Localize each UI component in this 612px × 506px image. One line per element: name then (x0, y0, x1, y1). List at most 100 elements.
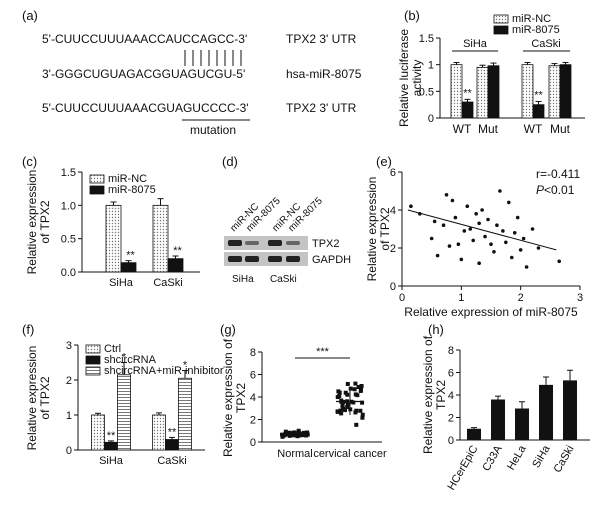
mutation-label: mutation (190, 123, 236, 137)
chart-e-y-tick-label: 4 (390, 205, 396, 217)
chart-g-point (295, 434, 300, 439)
chart-g-point (359, 384, 364, 389)
chart-f-x-tick-label: SiHa (99, 455, 124, 467)
chart-e-point (536, 246, 541, 250)
chart-b-luciferase: 0 0.5 1 1.5 Relative luciferase activity WT Mut… (397, 13, 585, 136)
chart-b-significance: ** (463, 87, 472, 99)
chart-e-annotation: r=-0.411 (536, 167, 580, 181)
chart-b-x-tick-label: WT (453, 122, 472, 136)
chart-e-point (471, 238, 476, 243)
chart-c-tpx2-expression: 0.0 0.5 1.0 1.5 Relative expression of TPX2 Si… (25, 167, 200, 289)
chart-g-point (345, 381, 350, 386)
chart-g-y-tick-label: 6 (250, 370, 256, 382)
chart-e-trend-line (407, 209, 557, 251)
chart-b-bar (559, 64, 572, 119)
chart-b-y-axis-label: activity (410, 60, 424, 97)
chart-g-point (286, 430, 291, 435)
chart-h-bar (515, 408, 529, 440)
band-label-gapdh: GAPDH (312, 254, 351, 266)
chart-g-point (296, 428, 301, 433)
chart-g-point (360, 412, 365, 417)
chart-g-y-tick-label: 0 (250, 437, 256, 449)
chart-e-point (504, 240, 508, 245)
chart-g-point (348, 386, 353, 391)
chart-b-group-label: SiHa (463, 38, 488, 50)
chart-c-y-tick-label: 0.5 (61, 234, 76, 246)
chart-e-annotation: P<0.01 (536, 183, 575, 197)
chart-c-y-axis-label: Relative expression (25, 170, 39, 275)
chart-f-bar (152, 414, 166, 451)
chart-h-bar (467, 428, 481, 440)
band-tpx2-2 (245, 241, 259, 245)
chart-b-significance: ** (534, 89, 543, 101)
chart-e-point (501, 229, 505, 233)
chart-c-x-tick-label: SiHa (109, 277, 134, 289)
chart-h-y-tick-label: 6 (448, 368, 454, 380)
chart-f-legend-label: Ctrl (104, 343, 121, 355)
chart-c-legend-swatch (89, 174, 105, 184)
chart-e-point (477, 221, 481, 226)
chart-b-bar (487, 65, 500, 119)
chart-c-bar (152, 204, 169, 273)
chart-g-point (280, 434, 285, 439)
base-pairing-lines (184, 50, 242, 66)
chart-g-point (359, 387, 364, 392)
chart-g-point (340, 403, 345, 408)
chart-f-y-axis-label: Relative expression (25, 346, 39, 451)
chart-g-point (353, 381, 358, 386)
chart-e-y-tick-label: 6 (390, 167, 396, 179)
chart-b-y-tick-label: 1 (428, 60, 434, 72)
chart-e-y-axis-label: Relative expression (365, 177, 379, 282)
chart-b-group-label: CaSki (531, 38, 560, 50)
chart-h-x-tick-label: HCerEpiC (445, 443, 480, 492)
chart-e-x-tick-label: 1 (458, 292, 464, 304)
seq-mir: 3'-GGGCUGUAGACGGUAGUCGU-5' (42, 67, 245, 81)
chart-e-point (557, 259, 562, 264)
band-label-tpx2: TPX2 (312, 238, 340, 250)
chart-f-y-tick-label: 1 (66, 410, 72, 422)
chart-e-point (495, 223, 499, 227)
chart-g-y-tick-label: 4 (250, 392, 256, 404)
chart-g-point (281, 432, 286, 437)
chart-b-bar (450, 64, 463, 119)
band-gapdh-2 (245, 256, 259, 262)
chart-g-point (292, 433, 297, 438)
chart-b-bar (476, 66, 489, 119)
chart-h-y-tick-label: 8 (448, 345, 454, 357)
chart-b-bar (532, 104, 545, 119)
chart-f-significance: ** (168, 426, 177, 438)
chart-f-x-tick-label: CaSki (157, 455, 186, 467)
chart-h-y-axis-label: TPX2 (434, 380, 448, 410)
chart-f-y-tick-label: 0 (66, 445, 72, 457)
panel-label-a: (a) (22, 8, 38, 23)
panel-label-g: (g) (220, 322, 236, 337)
chart-b-bar (521, 64, 534, 119)
chart-b-bar (461, 101, 474, 119)
chart-f-bar (91, 414, 105, 451)
chart-c-bar (167, 258, 184, 273)
chart-f-legend-label: shcircRNA (104, 354, 157, 366)
chart-g-point (338, 408, 343, 413)
chart-g-significance: *** (316, 346, 330, 358)
chart-c-legend-swatch (89, 185, 105, 195)
chart-c-y-tick-label: 1.5 (61, 167, 76, 179)
seq-wt-label: TPX2 3' UTR (286, 32, 357, 46)
band-gapdh-4 (286, 256, 300, 262)
panel-label-f: (f) (22, 322, 34, 337)
chart-e-x-tick-label: 2 (518, 292, 524, 304)
band-tpx2-3 (268, 240, 282, 246)
chart-c-y-axis-label: of TPX2 (38, 200, 52, 243)
chart-f-y-tick-label: 2 (66, 375, 72, 387)
chart-e-x-tick-label: 0 (399, 292, 405, 304)
cell-line-siha: SiHa (232, 274, 254, 285)
chart-h-x-tick-label: C33A (480, 443, 504, 473)
seq-wt: 5'-CUUCCUUUAAACCAUCCAGCC-3' (42, 32, 247, 46)
chart-e-point (509, 255, 514, 260)
chart-e-x-axis-label: Relative expression of miR-8075 (404, 305, 578, 319)
chart-g-point (358, 408, 363, 413)
chart-e-point (477, 261, 481, 266)
chart-e-y-tick-label: 0 (390, 281, 396, 293)
